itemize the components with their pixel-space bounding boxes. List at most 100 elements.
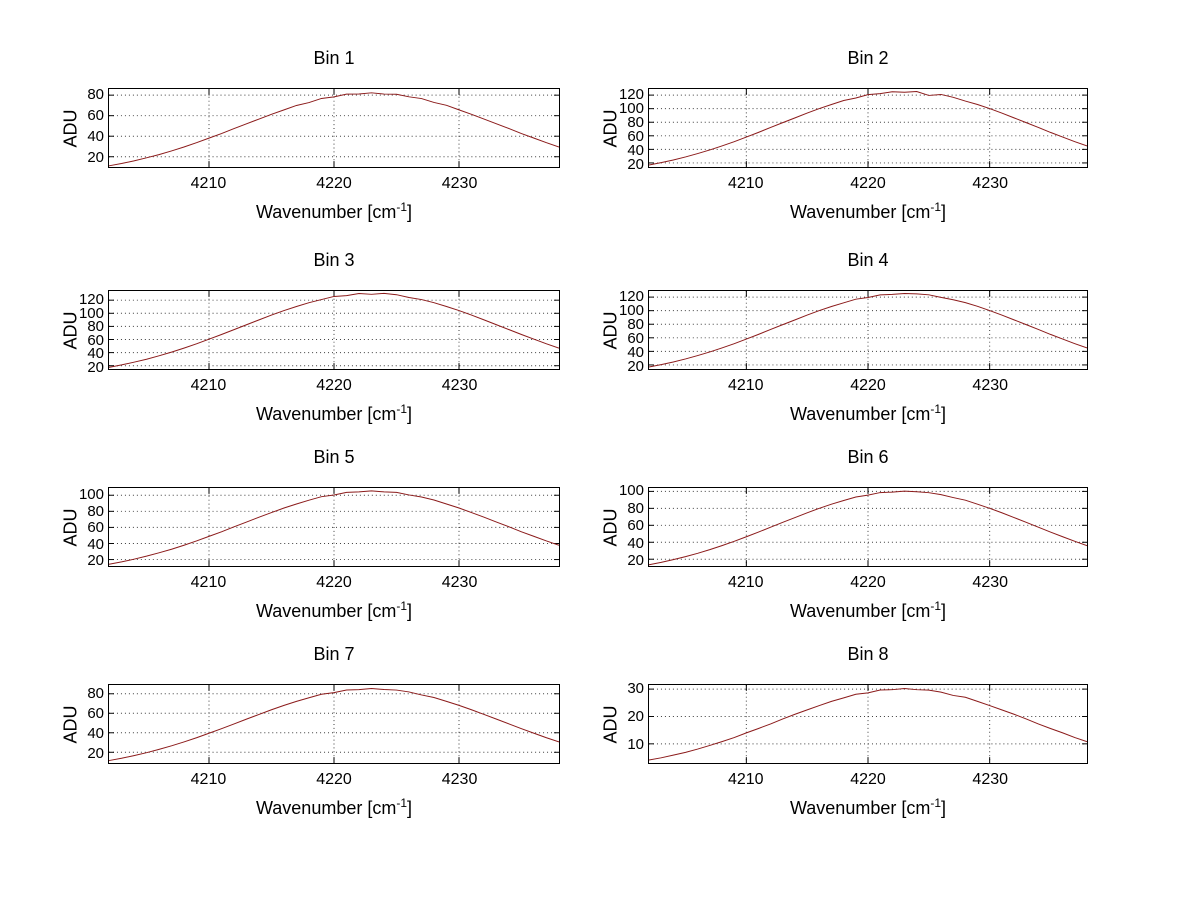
x-axis-label-suffix: ] <box>407 202 413 222</box>
plot-svg <box>649 291 1087 369</box>
plot-area <box>648 290 1088 370</box>
x-tick-label: 4210 <box>190 574 227 591</box>
x-axis-label-superscript: -1 <box>396 599 408 613</box>
subplot-bin-1: Bin 1 ADU Wavenumber [cm-1] 20 40 60 80 4210… <box>0 38 600 236</box>
plot-area <box>108 684 560 764</box>
x-tick-label: 4230 <box>441 574 478 591</box>
x-axis-label-prefix: Wavenumber [cm <box>789 601 931 621</box>
x-tick-label: 4210 <box>727 175 764 192</box>
subplot-title: Bin 5 <box>313 447 355 467</box>
plot-area <box>108 487 560 567</box>
x-axis-label-superscript: -1 <box>930 796 942 810</box>
y-tick-label: 40 <box>87 535 104 553</box>
x-tick-label: 4220 <box>850 175 886 192</box>
y-tick-label: 100 <box>618 100 644 118</box>
subplot-bin-4: Bin 4 ADU Wavenumber [cm-1] 20 40 60 80 100 1… <box>600 240 1200 438</box>
x-axis-label: Wavenumber [cm-1] <box>108 796 560 819</box>
subplot-title: Bin 4 <box>847 250 889 270</box>
x-tick-label: 4210 <box>190 771 227 788</box>
spectrum-line <box>109 490 559 565</box>
subplot-bin-5: Bin 5 ADU Wavenumber [cm-1] 20 40 60 80 100 4… <box>0 437 600 635</box>
y-tick-label: 30 <box>627 680 644 698</box>
y-tick-label: 80 <box>87 86 104 104</box>
x-axis-label-prefix: Wavenumber [cm <box>255 798 397 818</box>
x-axis-label: Wavenumber [cm-1] <box>648 200 1088 223</box>
x-tick-label: 4210 <box>727 574 764 591</box>
subplot-bin-3: Bin 3 ADU Wavenumber [cm-1] 20 40 60 80 100 1… <box>0 240 600 438</box>
y-tick-label: 100 <box>618 302 644 320</box>
subplot-title: Bin 6 <box>847 447 889 467</box>
x-axis-label-superscript: -1 <box>930 200 942 214</box>
y-tick-label: 100 <box>78 304 104 322</box>
subplot-bin-6: Bin 6 ADU Wavenumber [cm-1] 20 40 60 80 100 4… <box>600 437 1200 635</box>
x-tick-label: 4230 <box>972 175 1009 192</box>
x-axis-label: Wavenumber [cm-1] <box>108 200 560 223</box>
x-axis-label-prefix: Wavenumber [cm <box>789 798 931 818</box>
x-axis-label: Wavenumber [cm-1] <box>648 402 1088 425</box>
x-axis-label-superscript: -1 <box>396 402 408 416</box>
x-axis-label-prefix: Wavenumber [cm <box>789 404 931 424</box>
y-tick-label: 40 <box>627 343 644 361</box>
x-axis-label-prefix: Wavenumber [cm <box>255 202 397 222</box>
y-tick-label: 20 <box>627 708 644 726</box>
y-tick-label: 40 <box>87 725 104 742</box>
x-tick-label: 4220 <box>316 574 352 591</box>
x-tick-label: 4220 <box>316 771 352 788</box>
x-axis-label-superscript: -1 <box>930 402 942 416</box>
subplot-title: Bin 3 <box>313 250 355 270</box>
x-axis-label-suffix: ] <box>941 404 947 424</box>
spectrum-line <box>109 688 559 762</box>
spectrum-line <box>649 91 1087 166</box>
x-axis-label-suffix: ] <box>941 601 947 621</box>
y-tick-label: 60 <box>627 517 644 535</box>
x-axis-label-suffix: ] <box>407 798 413 818</box>
x-axis-label: Wavenumber [cm-1] <box>648 599 1088 622</box>
y-tick-label: 20 <box>627 357 644 375</box>
spectrum-line <box>109 292 559 368</box>
y-tick-label: 20 <box>627 552 644 570</box>
x-tick-label: 4220 <box>316 377 352 394</box>
plot-area <box>648 684 1088 764</box>
y-tick-label: 20 <box>87 552 104 570</box>
y-tick-label: 120 <box>78 291 104 309</box>
plot-svg <box>109 488 559 566</box>
y-tick-label: 20 <box>627 155 644 173</box>
plot-area <box>648 487 1088 567</box>
x-tick-label: 4230 <box>972 574 1009 591</box>
x-tick-label: 4210 <box>190 175 227 192</box>
y-tick-label: 80 <box>627 316 644 334</box>
subplot-title: Bin 8 <box>847 644 889 664</box>
x-axis-label: Wavenumber [cm-1] <box>108 402 560 425</box>
x-tick-label: 4230 <box>441 771 478 788</box>
subplot-bin-8: Bin 8 ADU Wavenumber [cm-1] 10 20 30 4210 42… <box>600 634 1200 832</box>
plot-svg <box>109 89 559 167</box>
subplot-bin-7: Bin 7 ADU Wavenumber [cm-1] 20 40 60 80 4210… <box>0 634 600 832</box>
spectrum-line <box>109 92 559 167</box>
x-axis-label-superscript: -1 <box>396 200 408 214</box>
y-tick-label: 120 <box>618 288 644 306</box>
spectrum-line <box>649 293 1087 368</box>
x-axis-label: Wavenumber [cm-1] <box>648 796 1088 819</box>
x-tick-label: 4220 <box>850 771 886 788</box>
subplot-bin-2: Bin 2 ADU Wavenumber [cm-1] 20 40 60 80 100 1… <box>600 38 1200 236</box>
x-tick-label: 4220 <box>850 377 886 394</box>
x-axis-label-suffix: ] <box>941 798 947 818</box>
x-axis-label-superscript: -1 <box>396 796 408 810</box>
y-tick-label: 20 <box>87 149 104 167</box>
x-axis-label-prefix: Wavenumber [cm <box>255 601 397 621</box>
plot-area <box>108 290 560 370</box>
x-tick-label: 4210 <box>727 771 764 788</box>
x-tick-label: 4210 <box>190 377 227 394</box>
x-axis-label-suffix: ] <box>941 202 947 222</box>
y-tick-label: 10 <box>627 736 644 754</box>
x-axis-label-superscript: -1 <box>930 599 942 613</box>
x-tick-label: 4220 <box>850 574 886 591</box>
x-axis-label-suffix: ] <box>407 601 413 621</box>
plot-svg <box>649 89 1087 167</box>
x-axis-label-prefix: Wavenumber [cm <box>255 404 397 424</box>
y-tick-label: 60 <box>87 331 104 349</box>
x-tick-label: 4230 <box>441 377 478 394</box>
y-tick-label: 40 <box>627 141 644 159</box>
y-tick-label: 100 <box>78 486 104 504</box>
